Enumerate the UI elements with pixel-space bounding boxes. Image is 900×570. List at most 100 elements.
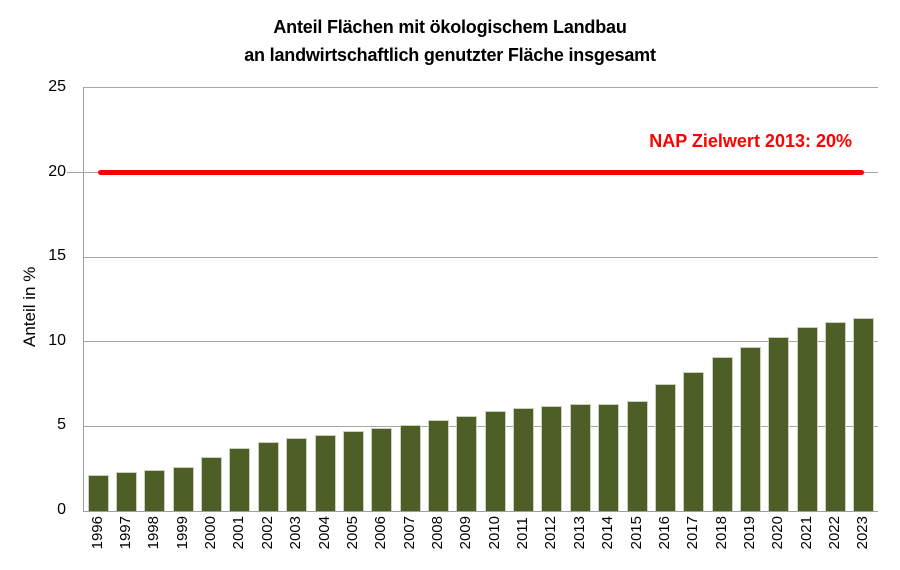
bar-2004	[314, 434, 336, 511]
bar-2000	[201, 456, 223, 511]
bar-slot-2008	[424, 88, 452, 511]
bar-slot-2016	[651, 88, 679, 511]
x-label-slot-2019: 2019	[735, 516, 763, 549]
bar-slot-2020	[765, 88, 793, 511]
bar-slot-1996	[84, 88, 112, 511]
x-label-slot-2016: 2016	[650, 516, 678, 549]
bar-1998	[144, 470, 166, 511]
x-tick-label-2012: 2012	[542, 516, 560, 550]
x-label-slot-2003: 2003	[282, 516, 310, 549]
y-tick-label-5: 5	[57, 416, 66, 434]
bar-slot-2011	[509, 88, 537, 511]
bar-2012	[541, 406, 563, 511]
bar-2003	[286, 438, 308, 511]
bar-2016	[654, 384, 676, 511]
bar-2022	[825, 321, 847, 511]
x-tick-label-2022: 2022	[826, 516, 844, 550]
nap-target-label: NAP Zielwert 2013: 20%	[649, 130, 852, 151]
chart-title-line-2: an landwirtschaftlich genutzter Fläche i…	[244, 45, 656, 65]
bar-2010	[484, 411, 506, 511]
x-label-slot-2006: 2006	[367, 516, 395, 549]
x-tick-label-2000: 2000	[202, 516, 220, 550]
x-tick-label-2020: 2020	[769, 516, 787, 550]
x-label-slot-2015: 2015	[622, 516, 650, 549]
x-tick-label-2018: 2018	[712, 516, 730, 550]
x-tick-label-2006: 2006	[372, 516, 390, 550]
x-label-slot-2001: 2001	[225, 516, 253, 549]
x-tick-label-1999: 1999	[173, 516, 191, 550]
x-label-slot-2022: 2022	[820, 516, 848, 549]
bar-slot-2014	[594, 88, 622, 511]
bar-2001	[229, 448, 251, 511]
bar-2019	[739, 346, 761, 511]
bar-2023	[853, 318, 875, 511]
y-tick-label-15: 15	[48, 247, 66, 265]
x-label-slot-2012: 2012	[537, 516, 565, 549]
bar-slot-2022	[821, 88, 849, 511]
x-label-slot-2005: 2005	[338, 516, 366, 549]
x-label-slot-2000: 2000	[196, 516, 224, 549]
x-tick-label-2011: 2011	[514, 517, 532, 550]
bar-slot-2015	[623, 88, 651, 511]
plot-area: NAP Zielwert 2013: 20%	[67, 87, 878, 512]
y-tick-label-20: 20	[48, 162, 66, 180]
bar-slot-1998	[141, 88, 169, 511]
bar-slot-2021	[793, 88, 821, 511]
bar-2020	[768, 336, 790, 511]
bar-slot-2002	[254, 88, 282, 511]
bar-2008	[427, 419, 449, 511]
x-label-slot-1997: 1997	[111, 516, 139, 549]
bar-slot-2006	[368, 88, 396, 511]
bar-2002	[257, 441, 279, 511]
x-label-slot-2020: 2020	[764, 516, 792, 549]
bar-series	[84, 88, 878, 511]
gridline-15	[84, 256, 878, 258]
x-tick-label-2014: 2014	[599, 516, 617, 550]
bar-slot-2003	[283, 88, 311, 511]
bar-slot-2009	[453, 88, 481, 511]
x-tick-label-2023: 2023	[854, 516, 872, 550]
bar-slot-1997	[112, 88, 140, 511]
x-tick-label-2021: 2021	[797, 516, 815, 550]
x-label-slot-2021: 2021	[792, 516, 820, 549]
x-label-slot-2007: 2007	[395, 516, 423, 549]
y-axis-tick-mark-20	[67, 172, 83, 174]
y-tick-label-25: 25	[48, 78, 66, 95]
y-axis-tick-labels: 0 5 10 15 20 25	[0, 78, 68, 518]
gridline-10	[84, 341, 878, 343]
x-label-slot-2004: 2004	[310, 516, 338, 549]
bar-slot-2005	[339, 88, 367, 511]
x-tick-label-1996: 1996	[88, 516, 106, 550]
bar-slot-2012	[538, 88, 566, 511]
bar-slot-2023	[850, 88, 878, 511]
bar-2018	[711, 357, 733, 511]
x-tick-label-2001: 2001	[230, 516, 248, 550]
x-label-slot-2009: 2009	[452, 516, 480, 549]
bar-2005	[342, 431, 364, 511]
x-label-slot-2014: 2014	[593, 516, 621, 549]
x-tick-label-2017: 2017	[684, 516, 702, 550]
x-tick-label-1997: 1997	[117, 516, 135, 550]
x-tick-label-2019: 2019	[740, 516, 758, 550]
x-label-slot-2023: 2023	[849, 516, 877, 549]
x-label-slot-1998: 1998	[140, 516, 168, 549]
x-tick-label-2005: 2005	[343, 516, 361, 550]
x-tick-label-2008: 2008	[428, 516, 446, 550]
bar-2017	[683, 372, 705, 511]
x-label-slot-2010: 2010	[480, 516, 508, 549]
x-label-slot-2002: 2002	[253, 516, 281, 549]
chart-title: Anteil Flächen mit ökologischem Landbau …	[0, 13, 900, 69]
bar-slot-2013	[566, 88, 594, 511]
bar-slot-2010	[481, 88, 509, 511]
x-label-slot-1996: 1996	[83, 516, 111, 549]
bar-2015	[626, 401, 648, 511]
bar-2007	[399, 424, 421, 511]
x-tick-label-2007: 2007	[400, 516, 418, 550]
bar-slot-2000	[197, 88, 225, 511]
bar-slot-2007	[396, 88, 424, 511]
nap-target-line	[98, 169, 864, 175]
chart-title-line-1: Anteil Flächen mit ökologischem Landbau	[273, 17, 627, 37]
bar-slot-1999	[169, 88, 197, 511]
x-tick-label-2002: 2002	[258, 516, 276, 550]
bar-slot-2017	[680, 88, 708, 511]
